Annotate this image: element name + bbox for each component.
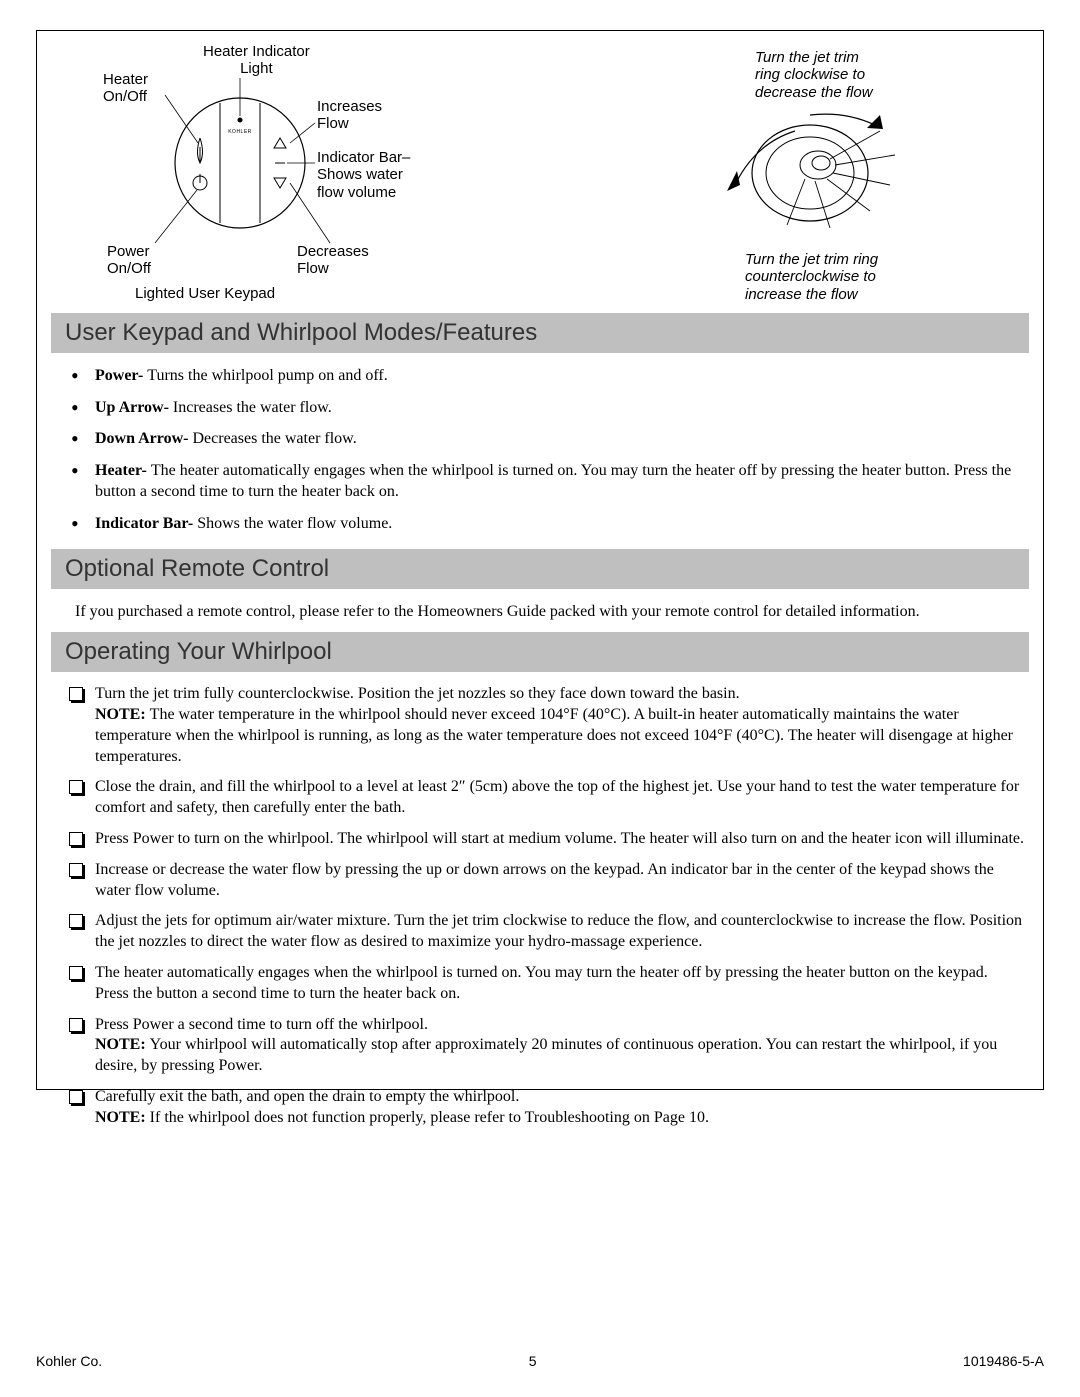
feature-item: Down Arrow- Decreases the water flow. xyxy=(95,428,1025,450)
operating-list: Turn the jet trim fully counterclockwise… xyxy=(55,684,1025,1128)
label-increases: IncreasesFlow xyxy=(317,98,382,133)
check-item: Close the drain, and fill the whirlpool … xyxy=(95,777,1025,819)
check-item: The heater automatically engages when th… xyxy=(95,963,1025,1005)
keypad-diagram: KOHLER Heater In xyxy=(55,43,555,301)
check-item: Press Power to turn on the whirlpool. Th… xyxy=(95,829,1025,850)
page-footer: Kohler Co. 5 1019486-5-A xyxy=(36,1353,1044,1369)
features-list: Power- Turns the whirlpool pump on and o… xyxy=(55,365,1025,535)
footer-center: 5 xyxy=(529,1353,537,1369)
keypad-caption: Lighted User Keypad xyxy=(135,285,275,302)
remote-paragraph: If you purchased a remote control, pleas… xyxy=(55,601,1025,623)
feature-item: Heater- The heater automatically engages… xyxy=(95,460,1025,503)
feature-item: Up Arrow- Increases the water flow. xyxy=(95,397,1025,419)
check-item: Press Power a second time to turn off th… xyxy=(95,1015,1025,1077)
heading-keypad: User Keypad and Whirlpool Modes/Features xyxy=(51,313,1029,353)
check-item: Carefully exit the bath, and open the dr… xyxy=(95,1087,1025,1129)
brand-text: KOHLER xyxy=(228,129,252,135)
heading-operating: Operating Your Whirlpool xyxy=(51,632,1029,672)
heading-remote: Optional Remote Control xyxy=(51,549,1029,589)
label-heater-indicator: Heater IndicatorLight xyxy=(203,43,310,78)
label-jet-cw: Turn the jet trimring clockwise todecrea… xyxy=(755,49,873,101)
jet-svg xyxy=(715,103,935,243)
label-indicator-bar: Indicator Bar–Shows waterflow volume xyxy=(317,149,410,201)
check-item: Turn the jet trim fully counterclockwise… xyxy=(95,684,1025,767)
diagram-row: KOHLER Heater In xyxy=(55,43,1025,309)
footer-right: 1019486-5-A xyxy=(963,1353,1044,1369)
feature-item: Power- Turns the whirlpool pump on and o… xyxy=(95,365,1025,387)
footer-left: Kohler Co. xyxy=(36,1353,102,1369)
feature-item: Indicator Bar- Shows the water flow volu… xyxy=(95,513,1025,535)
page-frame: KOHLER Heater In xyxy=(36,30,1044,1090)
check-item: Adjust the jets for optimum air/water mi… xyxy=(95,911,1025,953)
label-jet-ccw: Turn the jet trim ringcounterclockwise t… xyxy=(745,251,878,303)
jet-diagram: Turn the jet trimring clockwise todecrea… xyxy=(715,43,1025,301)
label-decreases: DecreasesFlow xyxy=(297,243,369,278)
label-heater-onoff: HeaterOn/Off xyxy=(103,71,148,106)
check-item: Increase or decrease the water flow by p… xyxy=(95,860,1025,902)
label-power-onoff: PowerOn/Off xyxy=(107,243,151,278)
